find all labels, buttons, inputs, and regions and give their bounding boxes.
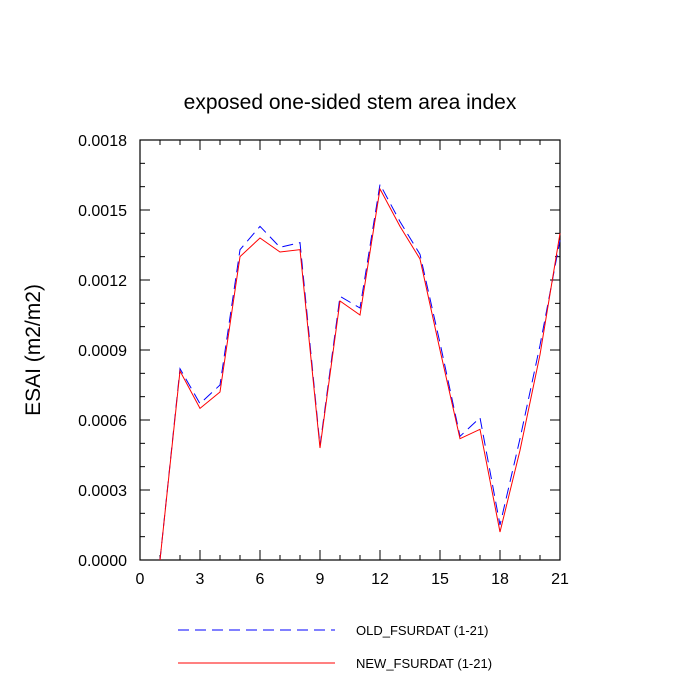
y-tick-label: 0.0000 (78, 553, 127, 570)
axis-ticks: 0 3 6 9 12 15 18 21 0.0000 0.0003 0.0006 0.0009 0.00… (78, 133, 569, 588)
x-tick-label: 0 (136, 571, 145, 588)
x-tick-label: 18 (491, 571, 509, 588)
y-tick-label: 0.0009 (78, 343, 127, 360)
legend: OLD_FSURDAT (1-21) NEW_FSURDAT (1-21) (178, 623, 492, 671)
chart-title: exposed one-sided stem area index (184, 91, 517, 114)
y-tick-label: 0.0006 (78, 413, 127, 430)
plot-frame (139, 139, 561, 561)
series-line-old-fsurdat (159, 182, 561, 561)
y-tick-label: 0.0015 (78, 203, 127, 220)
x-tick-label: 21 (551, 571, 569, 588)
y-tick-label: 0.0012 (78, 273, 127, 290)
y-tick-label: 0.0003 (78, 483, 127, 500)
legend-label: NEW_FSURDAT (1-21) (356, 656, 492, 671)
x-tick-label: 3 (196, 571, 205, 588)
x-tick-label: 9 (316, 571, 325, 588)
legend-label: OLD_FSURDAT (1-21) (356, 623, 488, 638)
y-axis-label: ESAI (m2/m2) (22, 284, 45, 416)
y-tick-label: 0.0018 (78, 133, 127, 150)
x-tick-label: 15 (431, 571, 449, 588)
x-tick-label: 6 (256, 571, 265, 588)
series-lines (159, 182, 561, 561)
series-line-new-fsurdat (159, 187, 561, 561)
x-tick-label: 12 (371, 571, 389, 588)
